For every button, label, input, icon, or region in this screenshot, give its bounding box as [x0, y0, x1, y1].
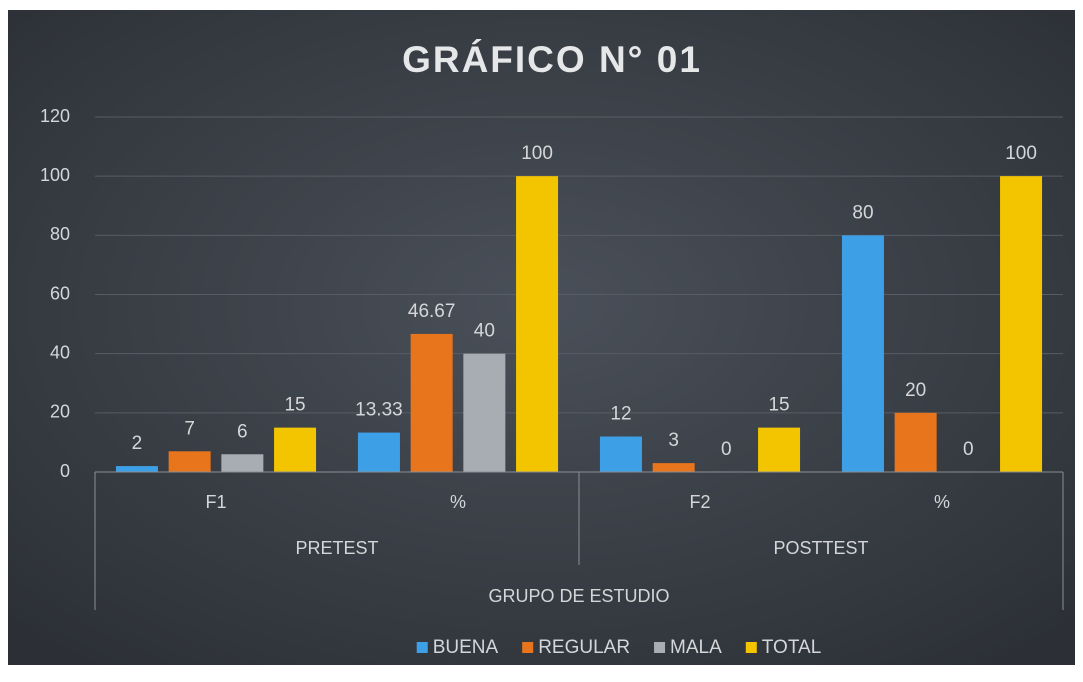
legend-marker — [416, 642, 428, 653]
bar — [758, 427, 801, 472]
y-tick-label: 80 — [50, 224, 70, 244]
data-label: 20 — [905, 380, 926, 401]
data-label: 15 — [768, 395, 789, 416]
y-tick-label: 0 — [60, 461, 70, 481]
group-label: POSTTEST — [773, 538, 868, 558]
y-tick-label: 60 — [50, 283, 70, 303]
data-label: 0 — [721, 439, 732, 460]
bar — [599, 436, 642, 472]
bar — [841, 235, 884, 472]
bar — [652, 463, 695, 472]
data-label: 46.67 — [408, 301, 456, 322]
data-label: 12 — [610, 404, 631, 425]
data-label: 13.33 — [355, 400, 403, 421]
data-label: 3 — [668, 430, 679, 451]
x-tick-label: % — [934, 492, 950, 512]
bar — [516, 176, 559, 472]
bar — [221, 454, 264, 472]
data-label: 80 — [852, 202, 873, 223]
y-tick-label: 40 — [50, 342, 70, 362]
chart-title: GRÁFICO N° 01 — [402, 39, 702, 80]
legend-marker — [654, 642, 666, 653]
x-tick-label: F2 — [689, 492, 710, 512]
bar — [357, 432, 400, 472]
bar — [1000, 176, 1043, 472]
x-axis-title: GRUPO DE ESTUDIO — [488, 586, 669, 606]
data-label: 100 — [1005, 143, 1037, 164]
data-label: 40 — [474, 321, 495, 342]
legend-label: BUENA — [433, 637, 499, 658]
bar — [168, 451, 211, 472]
bar — [463, 353, 506, 472]
bar — [274, 427, 317, 472]
y-tick-label: 20 — [50, 402, 70, 422]
data-label: 6 — [237, 421, 248, 442]
data-label: 7 — [184, 418, 195, 439]
data-label: 2 — [132, 433, 143, 454]
legend-marker — [745, 642, 757, 653]
data-label: 0 — [963, 439, 974, 460]
legend-marker — [522, 642, 534, 653]
data-label: 100 — [521, 143, 553, 164]
y-tick-label: 100 — [40, 165, 70, 185]
legend-label: TOTAL — [762, 637, 821, 658]
bar — [410, 333, 453, 472]
data-label: 15 — [284, 395, 305, 416]
legend-label: REGULAR — [538, 637, 630, 658]
x-tick-label: F1 — [205, 492, 226, 512]
legend-label: MALA — [670, 637, 722, 658]
y-tick-label: 120 — [40, 106, 70, 126]
group-label: PRETEST — [295, 538, 378, 558]
x-tick-label: % — [450, 492, 466, 512]
bar — [115, 466, 158, 472]
bar — [894, 412, 937, 472]
